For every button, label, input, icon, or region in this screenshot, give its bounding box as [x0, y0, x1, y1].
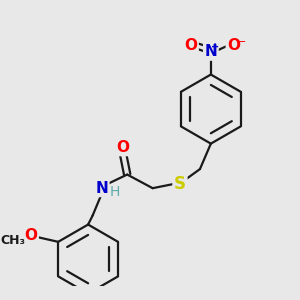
Text: −: −	[237, 37, 246, 47]
Text: H: H	[109, 185, 120, 199]
Text: S: S	[174, 175, 186, 193]
Text: O: O	[24, 228, 38, 243]
Text: N: N	[205, 44, 217, 59]
Text: O: O	[116, 140, 129, 155]
Text: +: +	[211, 42, 220, 52]
Text: O: O	[184, 38, 197, 53]
Text: CH₃: CH₃	[0, 234, 25, 248]
Text: O: O	[227, 38, 240, 53]
Text: N: N	[95, 181, 108, 196]
